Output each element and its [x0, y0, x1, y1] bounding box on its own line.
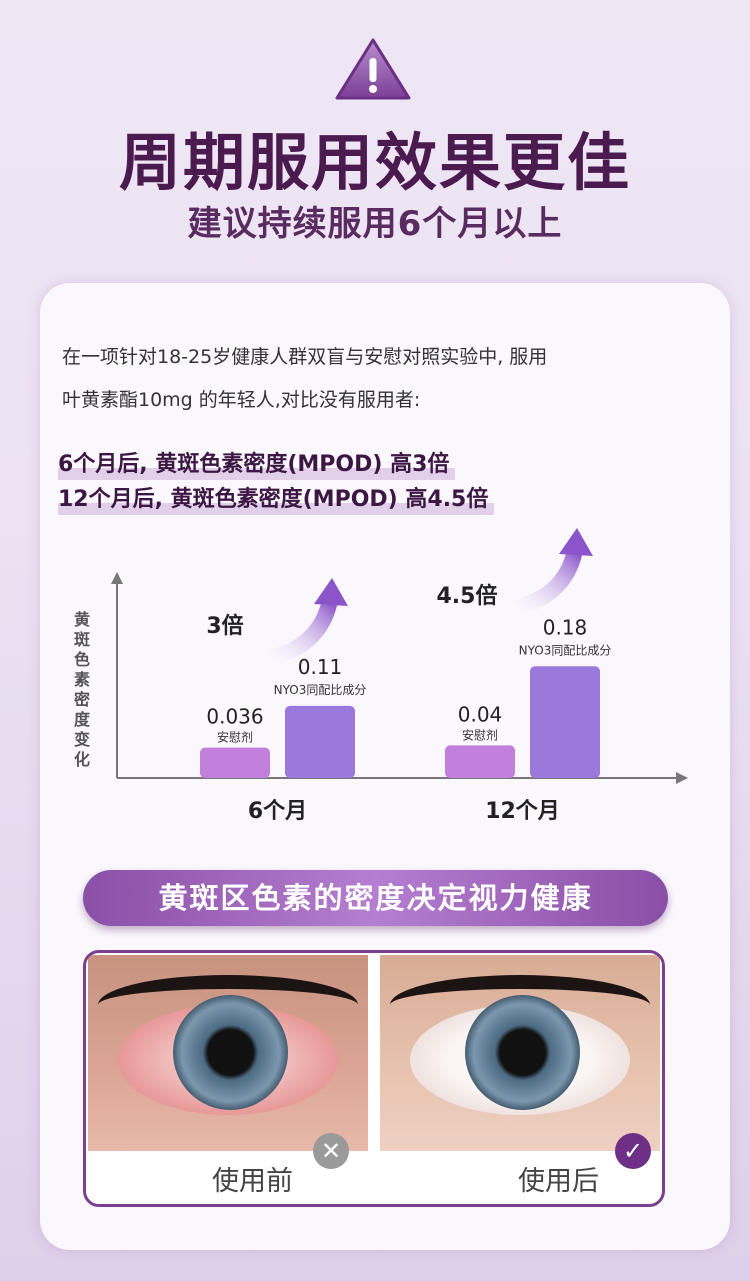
after-label: 使用后 — [518, 1166, 599, 1197]
intro-line-2: 叶黄素酯10mg 的年轻人,对比没有服用者: — [62, 389, 421, 411]
eye-before-image — [88, 955, 368, 1151]
eye-after-image — [380, 955, 660, 1151]
banner-pill: 黄斑区色素的密度决定视力健康 — [83, 870, 668, 926]
highlight-12-months: 12个月后, 黄斑色素密度(MPOD) 高4.5倍 — [58, 481, 495, 515]
cross-icon: ✕ — [313, 1133, 349, 1169]
before-after-comparison: ✕ ✓ 使用前 使用后 — [83, 950, 665, 1207]
check-icon: ✓ — [615, 1133, 651, 1169]
highlight-6-months: 6个月后, 黄斑色素密度(MPOD) 高3倍 — [58, 446, 456, 480]
before-label: 使用前 — [212, 1166, 293, 1197]
page-subtitle: 建议持续服用6个月以上 — [187, 204, 563, 244]
intro-line-1: 在一项针对18-25岁健康人群双盲与安慰对照实验中, 服用 — [62, 346, 548, 368]
warning-icon — [335, 38, 411, 100]
page-title: 周期服用效果更佳 — [118, 126, 631, 199]
